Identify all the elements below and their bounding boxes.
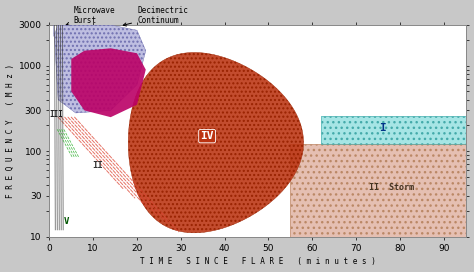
Bar — [291, 144, 465, 237]
Polygon shape — [71, 48, 146, 117]
Bar — [321, 116, 465, 144]
Polygon shape — [54, 25, 146, 113]
Text: III: III — [49, 110, 63, 119]
Text: Decimectric
Continuum: Decimectric Continuum — [123, 5, 188, 26]
Text: V: V — [64, 217, 70, 226]
Text: II  Storm: II Storm — [369, 183, 414, 191]
Bar — [291, 144, 465, 237]
X-axis label: T I M E   S I N C E   F L A R E   ( m i n u t e s ): T I M E S I N C E F L A R E ( m i n u t … — [139, 257, 375, 267]
Bar — [321, 116, 465, 144]
Text: IV: IV — [201, 131, 214, 141]
Text: Microwave
Burst: Microwave Burst — [66, 5, 115, 25]
Polygon shape — [128, 52, 303, 233]
Text: I: I — [379, 123, 386, 133]
Text: II: II — [92, 161, 103, 170]
Y-axis label: F R E Q U E N C Y   ( M H z ): F R E Q U E N C Y ( M H z ) — [6, 64, 15, 198]
